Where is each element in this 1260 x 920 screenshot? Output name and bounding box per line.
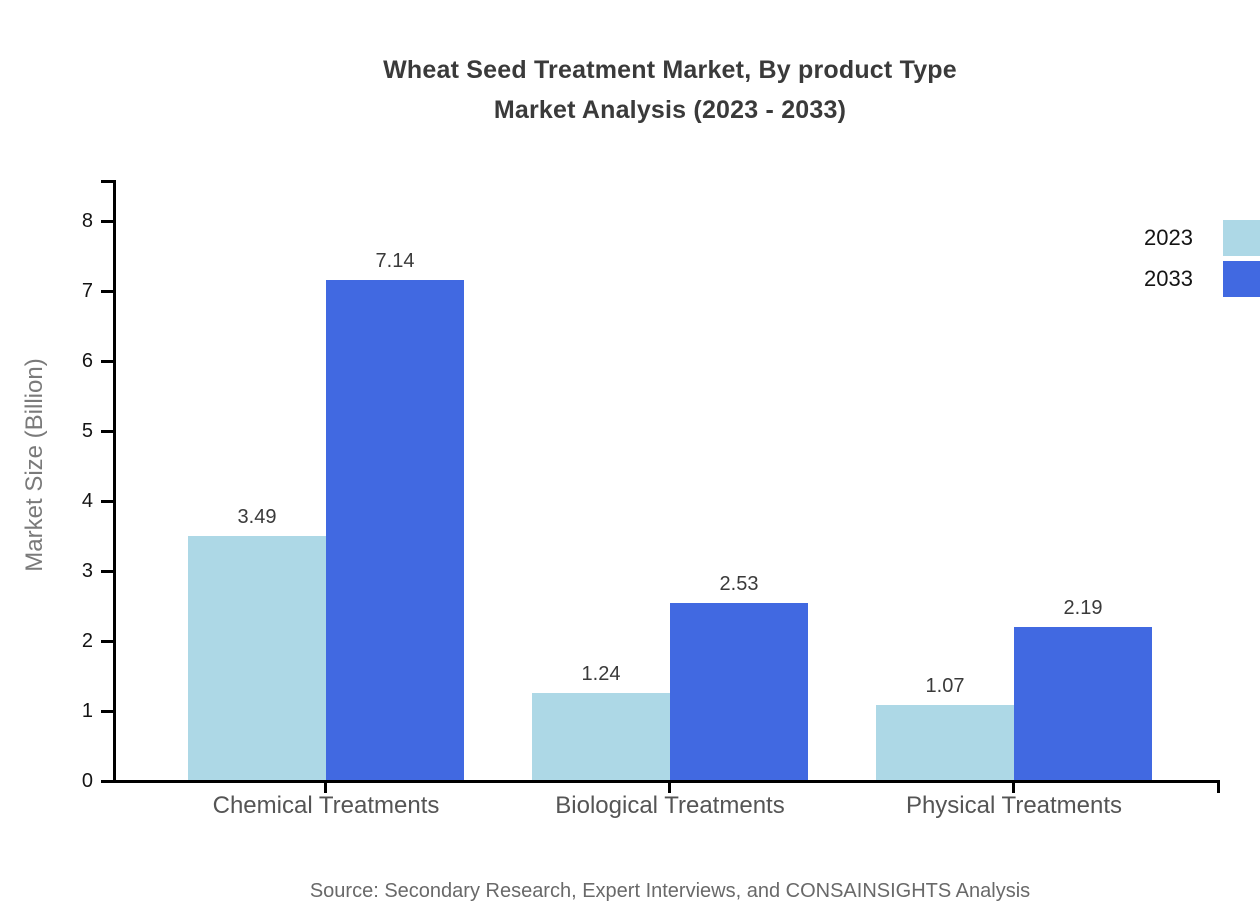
y-axis-end-cap [101, 180, 113, 183]
y-tick-label: 0 [81, 770, 93, 792]
x-tick [1012, 780, 1015, 793]
bar-2023-physical-treatments [876, 705, 1014, 780]
y-tick [101, 640, 113, 643]
value-label-2023-physical-treatments: 1.07 [925, 675, 965, 697]
value-label-2023-chemical-treatments: 3.49 [237, 506, 277, 528]
y-tick-label: 7 [81, 280, 93, 302]
y-tick-label: 1 [81, 700, 93, 722]
x-category-label: Chemical Treatments [212, 792, 440, 819]
y-tick [101, 780, 113, 783]
y-tick [101, 430, 113, 433]
y-tick [101, 500, 113, 503]
source-note: Source: Secondary Research, Expert Inter… [309, 880, 1031, 902]
legend-label-2033: 2033 [1144, 266, 1193, 291]
value-label-2033-chemical-treatments: 7.14 [375, 250, 415, 272]
bar-2023-biological-treatments [532, 693, 670, 780]
legend-swatch-2023 [1223, 220, 1260, 256]
legend-item-2033: 2033 [1144, 261, 1260, 297]
legend-item-2023: 2023 [1144, 220, 1260, 256]
x-tick [668, 780, 671, 793]
x-axis-line [113, 780, 1220, 783]
bar-2033-physical-treatments [1014, 627, 1152, 780]
y-axis-title: Market Size (Billion) [21, 358, 48, 572]
y-tick-label: 4 [81, 490, 93, 512]
y-tick [101, 220, 113, 223]
y-tick-label: 2 [81, 630, 93, 652]
value-label-2033-physical-treatments: 2.19 [1063, 597, 1103, 619]
bar-2033-biological-treatments [670, 603, 808, 780]
value-label-2033-biological-treatments: 2.53 [719, 573, 759, 595]
y-tick-label: 5 [81, 420, 93, 442]
y-tick [101, 360, 113, 363]
chart-title: Wheat Seed Treatment Market, By product … [90, 50, 1250, 130]
x-category-label: Biological Treatments [555, 792, 785, 819]
y-axis-line [113, 180, 116, 783]
x-axis-end-cap [1217, 780, 1220, 793]
x-tick [324, 780, 327, 793]
chart-title-line2: Market Analysis (2023 - 2033) [493, 96, 847, 124]
bar-2023-chemical-treatments [188, 536, 326, 780]
x-category-label: Physical Treatments [905, 792, 1123, 819]
legend-label-2023: 2023 [1144, 225, 1193, 250]
legend: 2023 2033 [1144, 220, 1260, 297]
legend-swatch-2033 [1223, 261, 1260, 297]
bar-2033-chemical-treatments [326, 280, 464, 780]
y-tick-label: 6 [81, 350, 93, 372]
y-tick [101, 290, 113, 293]
y-tick-label: 3 [81, 560, 93, 582]
y-tick-label: 8 [81, 210, 93, 232]
y-tick [101, 710, 113, 713]
value-label-2023-biological-treatments: 1.24 [581, 663, 621, 685]
y-tick [101, 570, 113, 573]
chart-title-line1: Wheat Seed Treatment Market, By product … [383, 56, 957, 84]
